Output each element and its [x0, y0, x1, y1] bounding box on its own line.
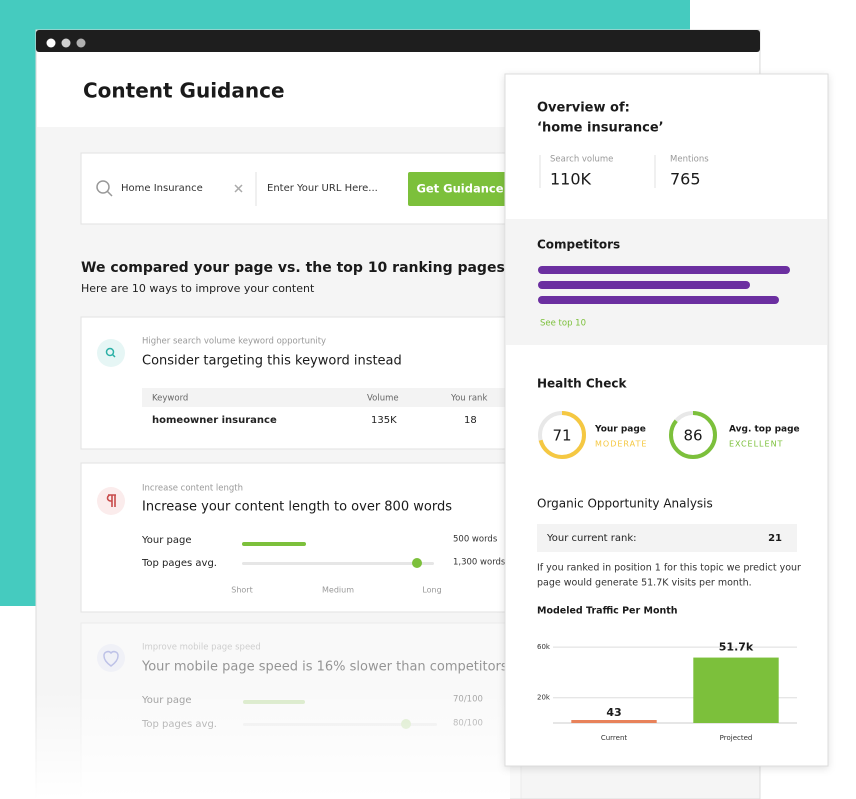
card-icon: [97, 339, 125, 367]
clear-button[interactable]: [234, 184, 243, 193]
top-pages-dot: [412, 558, 422, 568]
stat-value: 765: [670, 170, 701, 189]
value-label: 43: [606, 706, 621, 719]
row-value: 500 words: [453, 535, 498, 545]
y-tick-label: 20k: [537, 694, 551, 702]
fade-overlay: [30, 690, 510, 799]
your-page-bar: [242, 542, 306, 546]
track: [242, 562, 434, 565]
url-input[interactable]: Enter Your URL Here...: [267, 183, 378, 194]
stat-label: Search volume: [550, 155, 613, 165]
title-bar: [36, 30, 760, 52]
gauge-label: Your page: [594, 425, 646, 435]
competitor-bar: [538, 296, 779, 304]
left-texts: Content Guidance Home Insurance Enter Your…: [81, 79, 508, 731]
opportunity-text: page would generate 51.7K visits per mon…: [537, 578, 752, 589]
card-icon: [106, 494, 116, 507]
card-title: Consider targeting this keyword instead: [142, 354, 402, 369]
scale-label: Medium: [322, 586, 354, 595]
column-header: You rank: [450, 394, 487, 404]
gauge-label: Avg. top page: [729, 425, 800, 435]
row-value: 1,300 words: [453, 558, 506, 568]
competitor-bar: [538, 266, 790, 274]
table-cell: homeowner insurance: [152, 415, 277, 426]
guidance-button[interactable]: [408, 172, 512, 206]
table-cell: 18: [464, 415, 477, 426]
search-icon: [106, 190, 113, 197]
row-label: Top pages avg.: [141, 558, 217, 569]
card-icon: [105, 347, 115, 357]
page-title: Content Guidance: [83, 79, 285, 103]
competitors-title: Competitors: [537, 238, 620, 252]
chart-title: Modeled Traffic Per Month: [537, 606, 678, 617]
section-subtitle: Here are 10 ways to improve your content: [81, 282, 315, 295]
stat-label: Mentions: [670, 155, 709, 165]
scale-label: Long: [422, 586, 441, 595]
overview-keyword: ‘home insurance’: [537, 121, 664, 136]
stat-value: 110K: [550, 170, 592, 189]
right-texts: Overview of: ‘home insurance’ Search volum…: [537, 101, 801, 743]
card-icon: [111, 353, 116, 358]
card-icon: [103, 650, 119, 667]
rank-value: 21: [768, 533, 782, 544]
overview-title: Overview of:: [537, 101, 630, 116]
table-cell: 135K: [371, 415, 397, 426]
see-top-link[interactable]: See top 10: [540, 319, 586, 329]
gauge-arc: [538, 411, 586, 459]
bar: [571, 720, 657, 723]
card-title: Increase your content length to over 800…: [142, 500, 452, 515]
competitor-bar: [538, 281, 750, 289]
x-tick-label: Current: [601, 734, 628, 742]
card: [80, 316, 522, 450]
scale-label: Short: [231, 586, 252, 595]
card-kicker: Increase content length: [142, 484, 243, 494]
column-header: Volume: [367, 394, 399, 404]
search-icon: [96, 180, 110, 194]
value-label: 51.7k: [719, 641, 754, 654]
card-title: Your mobile page speed is 16% slower tha…: [141, 660, 508, 675]
column-header: Keyword: [152, 394, 188, 404]
window-dot: [76, 38, 86, 48]
button-label: Get Guidance: [416, 182, 503, 196]
search-input[interactable]: Home Insurance: [121, 183, 203, 194]
health-title: Health Check: [537, 377, 627, 391]
gauge-arc: [669, 411, 717, 459]
gauge-status: MODERATE: [595, 440, 647, 449]
bar: [693, 657, 779, 723]
gauge-score: 71: [552, 427, 571, 445]
gauge-status: EXCELLENT: [729, 440, 783, 449]
card-text: Increase content length Increase your con…: [141, 484, 506, 570]
rank-box: [537, 524, 797, 552]
card-icon: [97, 644, 125, 672]
table-header: [142, 388, 512, 407]
window-dot: [46, 38, 56, 48]
rank-label: Your current rank:: [546, 533, 637, 544]
gauge-score: 86: [683, 427, 702, 445]
row-label: Your page: [141, 535, 192, 546]
window-dot: [61, 38, 71, 48]
overview-panel: [504, 73, 829, 767]
x-tick-label: Projected: [720, 734, 753, 742]
section-title: We compared your page vs. the top 10 ran…: [81, 260, 505, 276]
panel: [504, 73, 829, 767]
card: [80, 462, 522, 613]
card-kicker: Higher search volume keyword opportunity: [142, 337, 326, 347]
y-tick-label: 60k: [537, 643, 551, 651]
opportunity-title: Organic Opportunity Analysis: [537, 497, 713, 511]
card-kicker: Improve mobile page speed: [142, 643, 261, 653]
opportunity-text: If you ranked in position 1 for this top…: [537, 563, 801, 574]
